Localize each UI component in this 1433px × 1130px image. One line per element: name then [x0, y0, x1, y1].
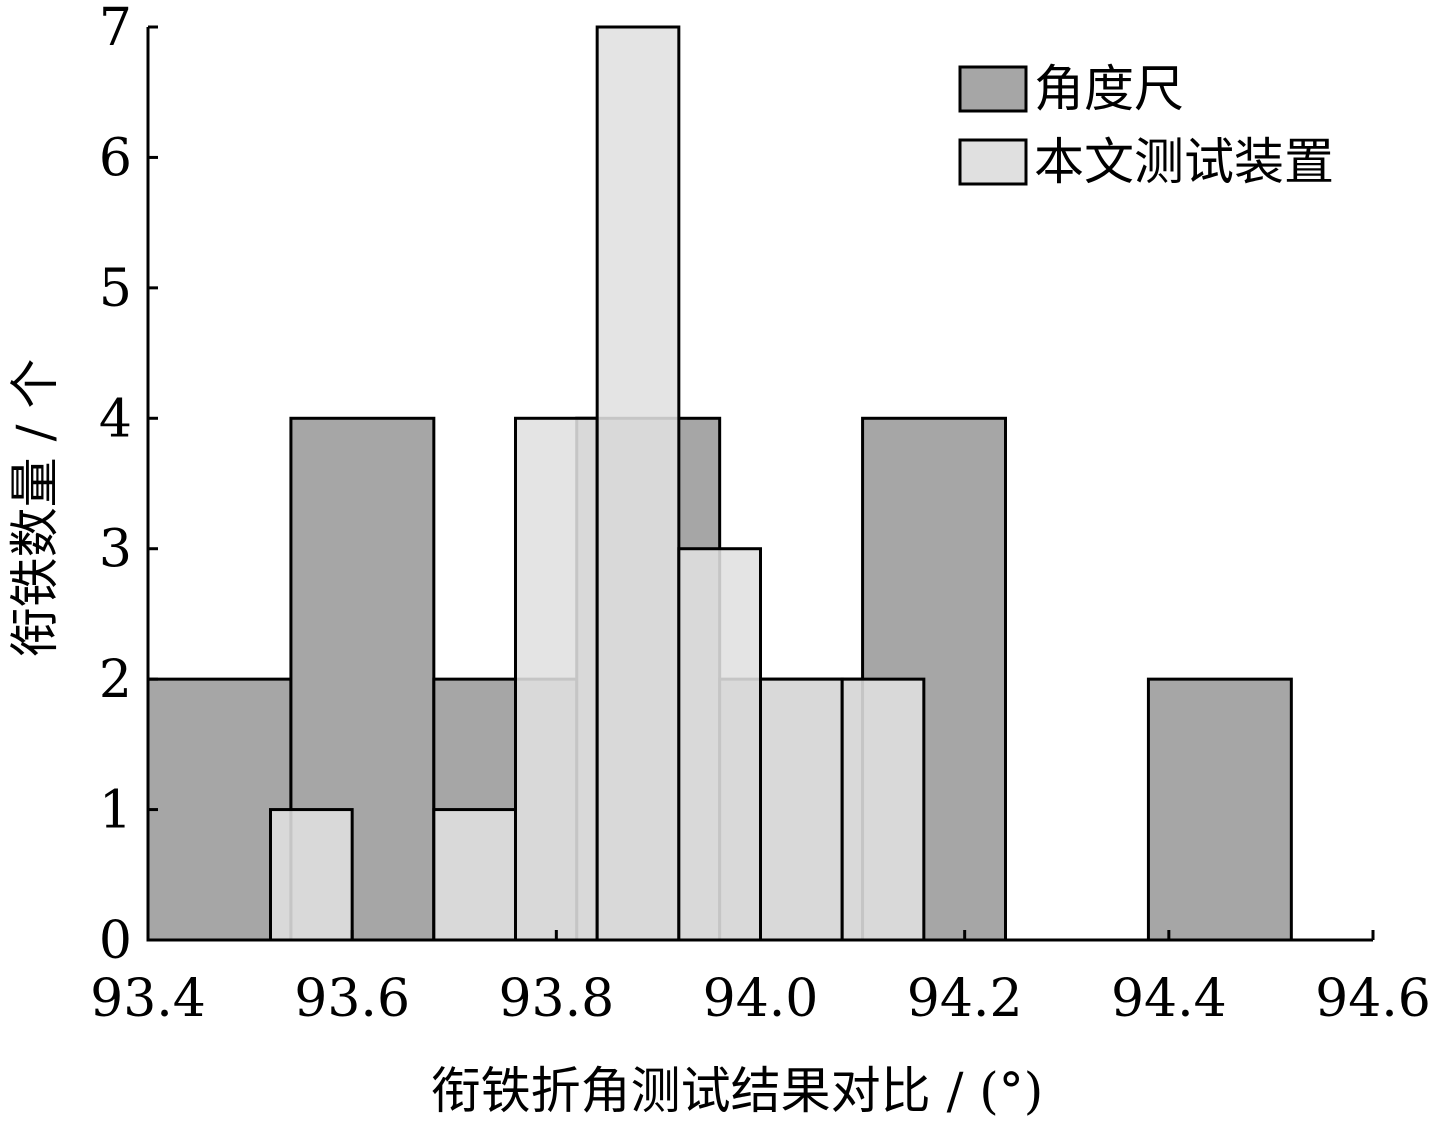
- series-test-device-bars: [269, 25, 926, 942]
- y-tick-label: 5: [99, 259, 132, 319]
- y-tick-label: 7: [99, 0, 132, 58]
- x-tick-label: 94.0: [703, 969, 819, 1029]
- test-device-bar-4: [595, 25, 681, 942]
- legend: 角度尺 本文测试装置: [958, 60, 1334, 191]
- axes: [146, 25, 1375, 942]
- legend-swatch-test-device: [958, 138, 1028, 186]
- y-tick-label: 6: [99, 128, 132, 188]
- legend-label-test-device: 本文测试装置: [1034, 133, 1334, 191]
- y-tick-label: 0: [99, 911, 132, 971]
- y-tick-label: 1: [99, 781, 132, 841]
- test-device-bar-0: [269, 808, 354, 942]
- x-tick-label: 94.6: [1315, 969, 1431, 1029]
- tick-labels: 0 1 2 3 4 5 6 7 93.4 93.6 93.8 94.0 94.2 94.4 94.6: [90, 0, 1431, 1029]
- angle-ruler-bar-0: [146, 677, 293, 942]
- test-device-bar-5: [677, 547, 762, 942]
- x-axis-title: 衔铁折角测试结果对比 / (°): [431, 1062, 1044, 1120]
- x-tick-label: 94.4: [1111, 969, 1227, 1029]
- x-tick-label: 93.6: [294, 969, 410, 1029]
- x-tick-label: 93.4: [90, 969, 206, 1029]
- x-tick-label: 93.8: [498, 969, 614, 1029]
- test-device-bar-2: [432, 808, 518, 942]
- y-axis-title: 衔铁数量 / 个: [6, 359, 64, 658]
- x-tick-label: 94.2: [907, 969, 1023, 1029]
- test-device-bar-7: [840, 677, 926, 942]
- y-tick-label: 3: [99, 520, 132, 580]
- y-tick-label: 4: [99, 389, 132, 449]
- legend-label-angle-ruler: 角度尺: [1034, 60, 1184, 118]
- y-tick-label: 2: [99, 650, 132, 710]
- angle-ruler-bar-7: [1146, 677, 1293, 942]
- test-device-bar-6: [759, 677, 844, 942]
- test-device-bar-3: [514, 416, 599, 942]
- legend-swatch-angle-ruler: [958, 65, 1028, 113]
